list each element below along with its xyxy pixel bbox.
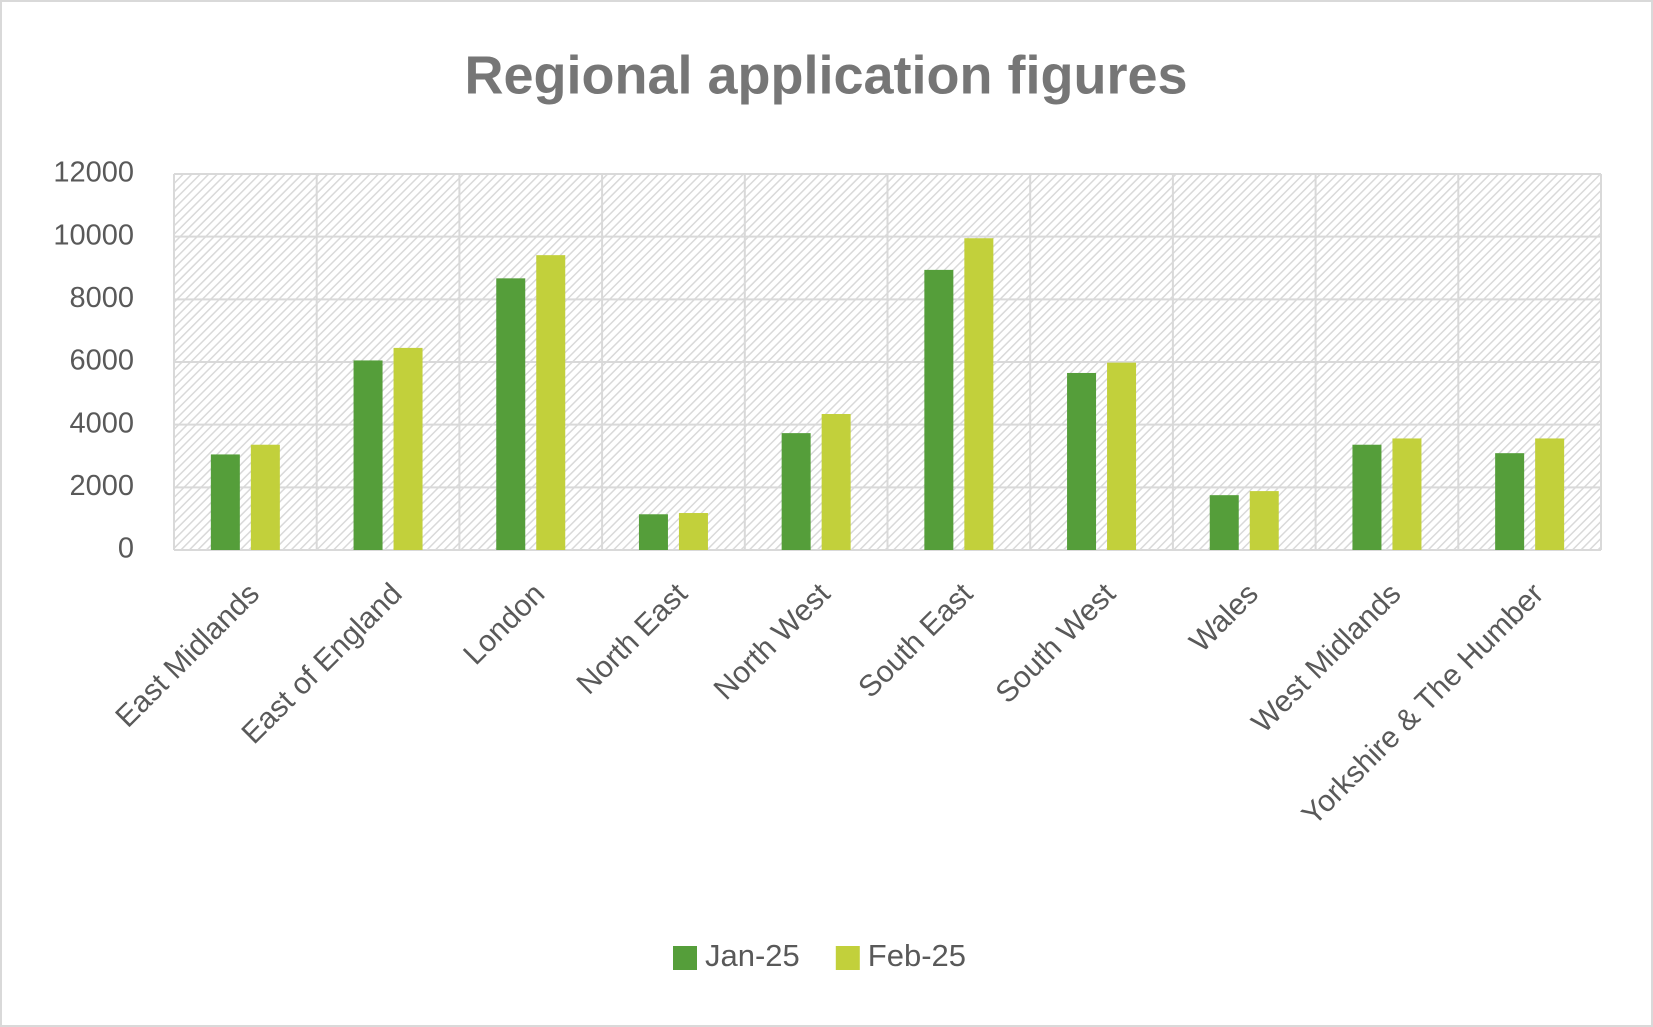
- y-tick-label: 10000: [53, 219, 134, 251]
- bar: [393, 347, 423, 550]
- bar: [964, 238, 994, 550]
- legend-label: Jan-25: [705, 938, 800, 973]
- bar: [1495, 453, 1525, 550]
- y-tick-label: 4000: [69, 407, 134, 439]
- bar: [1535, 438, 1565, 550]
- bar: [781, 433, 811, 550]
- y-tick-label: 2000: [69, 470, 134, 502]
- bar: [924, 269, 954, 550]
- bar: [1392, 438, 1422, 550]
- bar: [1107, 362, 1137, 550]
- bar: [250, 444, 280, 550]
- bar: [1209, 495, 1239, 550]
- bar: [638, 514, 668, 550]
- bar: [678, 513, 708, 550]
- chart-title: Regional application figures: [464, 45, 1187, 105]
- bar: [821, 414, 851, 550]
- bar: [1067, 372, 1097, 550]
- bar: [536, 255, 566, 551]
- bar: [1249, 491, 1279, 550]
- bar: [496, 278, 526, 550]
- legend-swatch: [835, 946, 860, 970]
- bar: [353, 360, 383, 550]
- bar: [210, 454, 240, 550]
- y-tick-label: 0: [118, 533, 134, 565]
- y-tick-label: 6000: [69, 345, 134, 377]
- legend-label: Feb-25: [868, 938, 966, 973]
- bar: [1352, 444, 1382, 550]
- legend-swatch: [673, 946, 697, 970]
- y-tick-label: 12000: [53, 157, 134, 189]
- y-tick-label: 8000: [69, 282, 134, 314]
